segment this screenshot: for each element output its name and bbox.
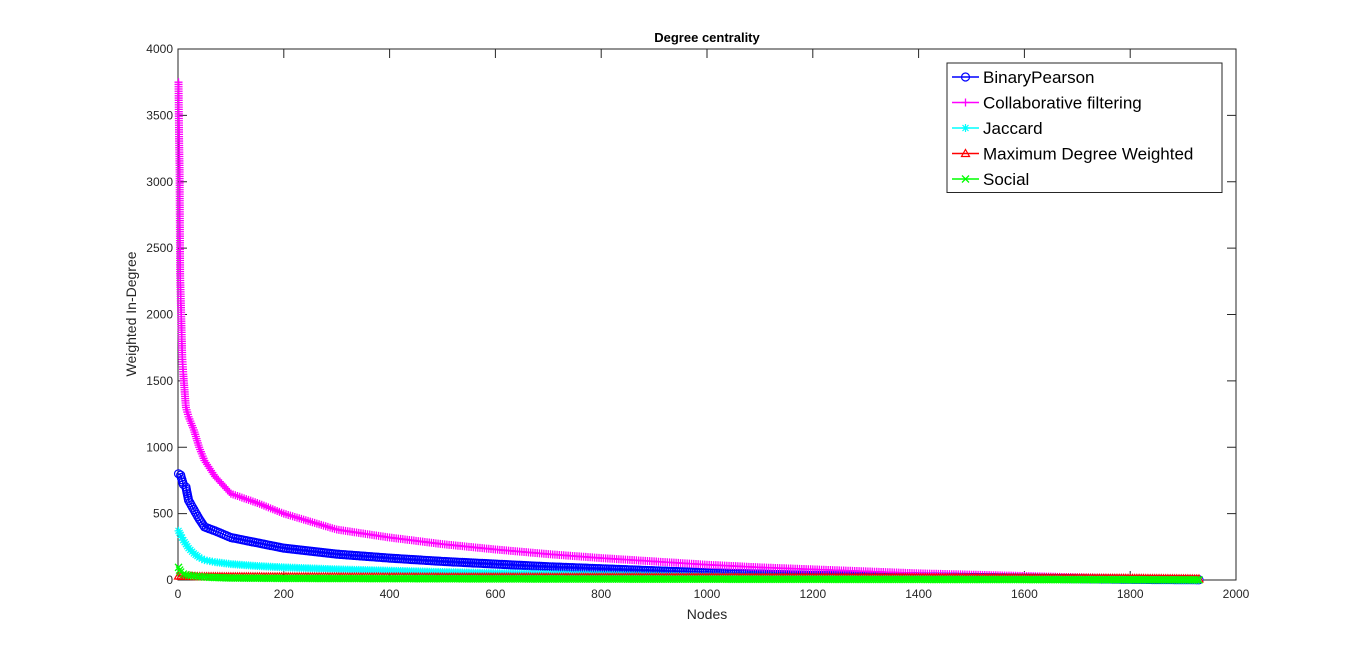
legend-marker <box>961 124 970 132</box>
data-point <box>191 509 202 519</box>
x-tick-label: 1600 <box>1011 587 1038 601</box>
data-point <box>190 507 200 517</box>
legend-entry-label: BinaryPearson <box>983 68 1095 87</box>
x-tick-label: 1400 <box>905 587 932 601</box>
y-tick-label: 3000 <box>146 175 173 189</box>
data-point <box>177 533 186 542</box>
data-point <box>189 505 199 515</box>
y-axis-label: Weighted In-Degree <box>123 251 139 376</box>
x-tick-label: 1800 <box>1117 587 1144 601</box>
legend: BinaryPearson Collaborative filtering Jacc… <box>946 62 1223 193</box>
data-point <box>178 479 188 490</box>
x-tick-label: 2000 <box>1223 587 1250 601</box>
y-tick-label: 0 <box>166 573 173 587</box>
data-point <box>174 526 183 535</box>
y-tick-label: 2500 <box>146 241 173 255</box>
data-point <box>186 500 196 510</box>
y-tick-label: 2000 <box>146 308 173 322</box>
legend-entry-label: Jaccard <box>983 119 1043 138</box>
legend-entry-label: Collaborative filtering <box>983 94 1142 113</box>
y-tick-label: 3500 <box>146 108 173 122</box>
x-tick-label: 600 <box>485 587 505 601</box>
legend-box <box>946 62 1223 193</box>
x-tick-label: 400 <box>380 587 400 601</box>
data-point <box>183 495 194 505</box>
y-tick-label: 4000 <box>146 42 173 56</box>
legend-entry-label: Social <box>983 170 1029 189</box>
x-tick-label: 1200 <box>799 587 826 601</box>
data-point <box>187 502 198 512</box>
series-social <box>174 563 1203 584</box>
legend-marker <box>960 72 971 82</box>
legend-marker <box>961 98 970 107</box>
data-point <box>195 553 204 562</box>
y-tick-label: 1500 <box>146 374 173 388</box>
y-tick-label: 1000 <box>146 440 173 454</box>
x-axis-label: Nodes <box>687 606 727 622</box>
chart-title: Degree centrality <box>654 30 760 45</box>
x-tick-label: 200 <box>274 587 294 601</box>
data-point <box>174 563 183 572</box>
x-tick-label: 1000 <box>694 587 721 601</box>
legend-marker <box>961 175 970 183</box>
data-point <box>1195 575 1203 584</box>
data-point <box>197 554 206 563</box>
y-tick-label: 500 <box>153 507 173 521</box>
x-tick-label: 0 <box>175 587 182 601</box>
data-point <box>175 528 184 537</box>
x-tick-label: 800 <box>591 587 611 601</box>
data-point <box>176 530 185 539</box>
series-layer <box>173 78 1205 585</box>
data-point <box>1192 575 1201 584</box>
data-point <box>185 498 195 508</box>
legend-entry-label: Maximum Degree Weighted <box>983 145 1193 164</box>
axes: 0 200 400 600 800 1000 1200 1400 1600 1800 2000 0 50… <box>146 42 1249 601</box>
legend-marker <box>960 148 971 158</box>
